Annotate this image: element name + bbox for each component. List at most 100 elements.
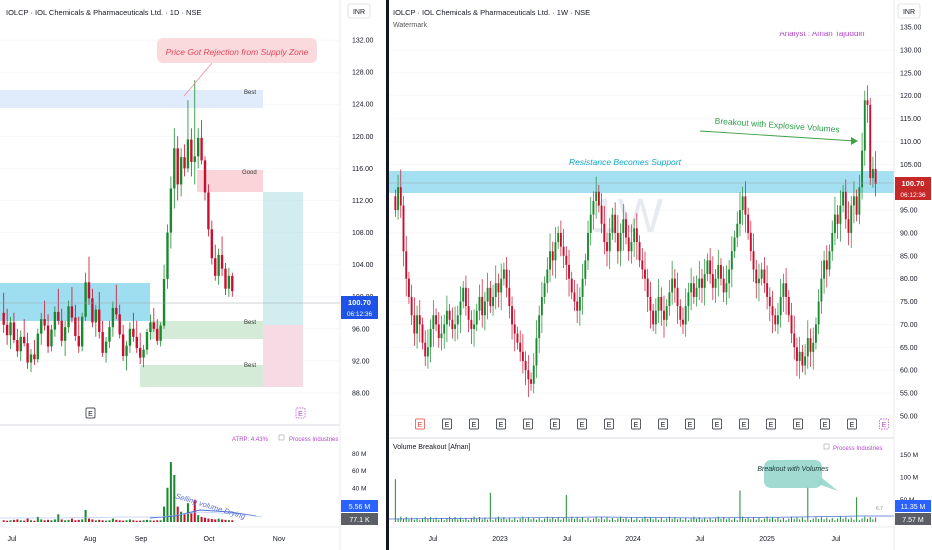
left-candle-body — [196, 137, 200, 157]
left-candle-body — [214, 258, 217, 276]
right-candle-body — [432, 315, 435, 329]
right-volume-bar — [777, 517, 779, 522]
right-candle-body — [825, 260, 828, 270]
right-earnings-marker[interactable] — [442, 418, 452, 430]
right-volume-bar — [848, 519, 850, 522]
right-currency-box[interactable] — [897, 3, 921, 19]
left-candle-body — [190, 139, 193, 162]
left-volume-bar — [207, 518, 210, 522]
left-y-tick-label: 124.00 — [352, 102, 374, 109]
left-candle-body — [98, 309, 101, 333]
right-y-tick-label: 55.00 — [900, 390, 918, 397]
right-earnings-marker[interactable] — [550, 418, 560, 430]
right-candle-body — [695, 287, 698, 297]
left-candle-body — [152, 322, 156, 329]
right-earnings-marker[interactable] — [879, 418, 889, 430]
right-earnings-marker[interactable] — [847, 418, 857, 430]
right-volume-bars — [394, 479, 877, 522]
right-candle-body — [540, 296, 543, 316]
right-volume-bar — [636, 517, 638, 522]
right-volume-bar — [704, 517, 706, 522]
right-earnings-marker[interactable] — [739, 418, 749, 430]
right-volume-bar — [861, 518, 863, 522]
right-candle-body — [728, 269, 731, 284]
right-candle-body — [625, 219, 627, 238]
right-volume-bar — [511, 519, 513, 522]
left-earnings-text-1: E — [88, 411, 93, 418]
right-volume-bar — [587, 517, 589, 522]
right-candle-body — [562, 246, 565, 256]
left-vol-tag-1-text: 5.56 M — [349, 504, 371, 511]
right-volume-bar — [761, 520, 763, 522]
right-earnings-marker[interactable] — [631, 418, 641, 430]
left-volume-bar — [217, 518, 220, 522]
right-candle-body — [467, 306, 470, 320]
right-volume-bar — [476, 518, 478, 522]
panel-separator — [386, 0, 389, 550]
left-candle-body — [53, 311, 57, 330]
right-volume-bar — [579, 519, 581, 522]
right-volume-bar — [685, 517, 687, 522]
right-volume-bar — [658, 519, 660, 522]
left-volume-bar — [118, 520, 121, 522]
right-earnings-marker[interactable] — [604, 418, 614, 430]
right-volume-bar — [709, 517, 711, 522]
right-earnings-marker[interactable] — [523, 418, 533, 430]
right-y-tick-label: 90.00 — [900, 230, 918, 237]
left-candle-body — [77, 336, 80, 347]
left-earnings-marker-2[interactable] — [295, 407, 306, 419]
right-earnings-marker[interactable] — [712, 418, 722, 430]
left-x-tick-label: Aug — [84, 536, 97, 543]
left-volume-bar — [166, 487, 169, 522]
left-candle-body — [200, 137, 203, 161]
right-volume-bar — [451, 518, 453, 522]
right-volume-bar — [506, 519, 508, 522]
left-volume-bar — [12, 519, 15, 522]
left-volume-bar — [16, 519, 19, 522]
right-earnings-text: E — [715, 422, 720, 429]
right-earnings-text: E — [688, 422, 693, 429]
right-earnings-marker[interactable] — [820, 418, 830, 430]
left-candle-body — [166, 232, 169, 280]
right-earnings-marker[interactable] — [415, 418, 425, 430]
left-candle-body — [46, 325, 50, 347]
right-candle-body — [505, 269, 508, 288]
right-volume-bar — [747, 517, 749, 522]
right-volume-bar — [837, 518, 839, 522]
right-volume-bar — [449, 516, 451, 522]
right-earnings-marker[interactable] — [496, 418, 506, 430]
left-volume-bar — [214, 519, 217, 522]
right-volume-bar — [652, 519, 654, 522]
right-volume-bar — [554, 519, 556, 522]
right-candle-body — [519, 342, 522, 352]
right-candle-body — [608, 232, 611, 252]
right-volume-bar — [785, 520, 787, 522]
right-volume-bar — [470, 518, 472, 522]
right-earnings-marker[interactable] — [577, 418, 587, 430]
right-volume-bar — [820, 517, 822, 522]
right-earnings-marker[interactable] — [469, 418, 479, 430]
left-currency-box[interactable] — [347, 3, 371, 19]
right-earnings-marker[interactable] — [658, 418, 668, 430]
right-candle-body — [410, 296, 413, 316]
left-candle-body — [207, 192, 210, 230]
left-volume-bar — [53, 519, 56, 522]
right-earnings-marker[interactable] — [766, 418, 776, 430]
right-volume-bar — [438, 519, 440, 522]
right-volume-bar — [872, 519, 874, 522]
right-y-tick-label: 85.00 — [900, 253, 918, 260]
right-volume-bar — [834, 520, 836, 522]
right-candle-body — [448, 310, 451, 320]
right-volume-bar — [440, 517, 442, 522]
right-volume-bar — [712, 520, 714, 522]
left-volume-bar — [152, 520, 155, 522]
right-candle-body — [551, 251, 554, 261]
right-candle-body — [473, 324, 475, 329]
right-candle-body — [521, 351, 524, 361]
right-earnings-marker[interactable] — [685, 418, 695, 430]
right-volume-bar — [500, 518, 502, 522]
right-volume-bar — [858, 520, 860, 522]
right-y-tick-label: 115.00 — [900, 116, 921, 123]
left-earnings-marker-1[interactable] — [85, 407, 96, 419]
right-earnings-marker[interactable] — [793, 418, 803, 430]
